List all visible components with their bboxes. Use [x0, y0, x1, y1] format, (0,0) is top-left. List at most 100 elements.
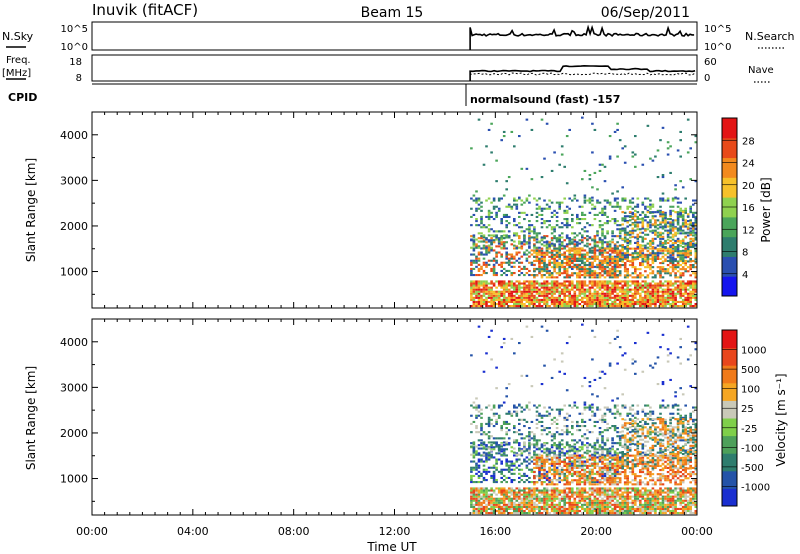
power-cell: [664, 225, 667, 228]
power-cell: [565, 274, 569, 277]
power-cell: [507, 261, 511, 264]
power-cell: [684, 262, 687, 265]
velocity-cell: [694, 503, 698, 506]
velocity-cell: [523, 512, 526, 515]
power-cell: [613, 199, 617, 202]
power-cell: [571, 265, 574, 268]
power-cell: [618, 270, 622, 273]
velocity-cell: [649, 503, 652, 506]
power-cell: [568, 264, 571, 267]
velocity-cell: [555, 454, 559, 457]
power-cell: [568, 280, 571, 283]
velocity-cell: [613, 489, 617, 492]
velocity-cell: [623, 495, 627, 498]
velocity-cell: [470, 479, 473, 482]
velocity-cell: [689, 491, 692, 494]
velocity-cell: [581, 466, 584, 469]
velocity-cell: [515, 512, 519, 515]
power-cell: [593, 237, 597, 240]
velocity-cell: [520, 454, 524, 457]
velocity-cell: [571, 503, 574, 506]
power-cell: [598, 224, 602, 227]
power-cell: [611, 303, 614, 306]
power-cell: [628, 211, 632, 214]
velocity-cell: [490, 476, 493, 479]
velocity-cell: [520, 503, 524, 506]
velocity-cell: [618, 493, 622, 496]
power-cell: [639, 218, 642, 221]
power-cell: [513, 244, 516, 247]
power-cell: [548, 259, 551, 262]
power-cell: [510, 284, 514, 287]
velocity-cell: [555, 456, 559, 459]
velocity-cell: [563, 489, 566, 492]
power-cell: [626, 238, 629, 241]
power-cell: [477, 280, 481, 283]
velocity-cell: [616, 493, 619, 496]
velocity-cell: [497, 510, 501, 513]
velocity-cell: [470, 489, 473, 492]
power-cell: [601, 294, 604, 297]
velocity-cell: [631, 489, 635, 492]
power-cell: [487, 239, 491, 242]
power-cell: [515, 207, 519, 210]
velocity-cell: [606, 501, 609, 504]
power-cell: [641, 203, 645, 206]
power-cell: [606, 251, 609, 254]
power-cell: [535, 253, 539, 256]
velocity-cell: [555, 487, 559, 490]
power-cell: [470, 298, 473, 301]
power-cell: [573, 259, 577, 262]
power-cell: [621, 217, 624, 220]
power-cell: [576, 288, 579, 291]
power-cell: [631, 247, 635, 250]
velocity-cell: [588, 462, 592, 465]
power-cell: [515, 298, 519, 301]
power-cell: [634, 247, 637, 250]
power-cell: [525, 242, 529, 245]
power-cell: [490, 288, 493, 291]
velocity-cell: [540, 460, 544, 463]
velocity-cell: [613, 501, 617, 504]
velocity-cell: [613, 491, 617, 494]
power-cell: [636, 240, 640, 243]
velocity-cell: [485, 487, 488, 490]
velocity-cell: [659, 489, 662, 492]
velocity-cell: [571, 464, 574, 467]
velocity-cell: [490, 512, 493, 515]
velocity-cell: [591, 489, 594, 492]
power-cell: [525, 296, 529, 299]
power-cell: [623, 270, 627, 273]
power-cell: [475, 207, 478, 210]
power-cell: [621, 303, 624, 306]
power-cell: [530, 282, 534, 285]
velocity-cell: [601, 469, 604, 472]
power-cell: [505, 298, 508, 301]
power-cell: [545, 288, 549, 291]
power-cell: [676, 197, 680, 200]
power-cell: [649, 296, 652, 299]
power-cell: [545, 263, 549, 266]
power-cell: [540, 209, 544, 212]
power-cell: [586, 242, 589, 245]
power-cell: [571, 274, 574, 277]
power-cell: [576, 272, 579, 275]
power-cell: [497, 199, 501, 202]
power-cell: [598, 294, 602, 297]
power-cell: [576, 259, 579, 262]
power-cell: [513, 203, 516, 206]
power-cell: [571, 232, 574, 235]
velocity-cell: [560, 505, 564, 508]
velocity-cell: [596, 483, 599, 486]
velocity-cell: [608, 452, 612, 455]
power-cell: [492, 205, 496, 208]
power-cell: [659, 276, 662, 279]
velocity-cell: [543, 471, 546, 474]
velocity-cell: [571, 507, 574, 510]
velocity-cell: [593, 456, 597, 459]
velocity-cell: [573, 460, 577, 463]
velocity-cell: [681, 507, 685, 510]
velocity-cell: [563, 446, 566, 449]
power-cell: [596, 213, 599, 216]
